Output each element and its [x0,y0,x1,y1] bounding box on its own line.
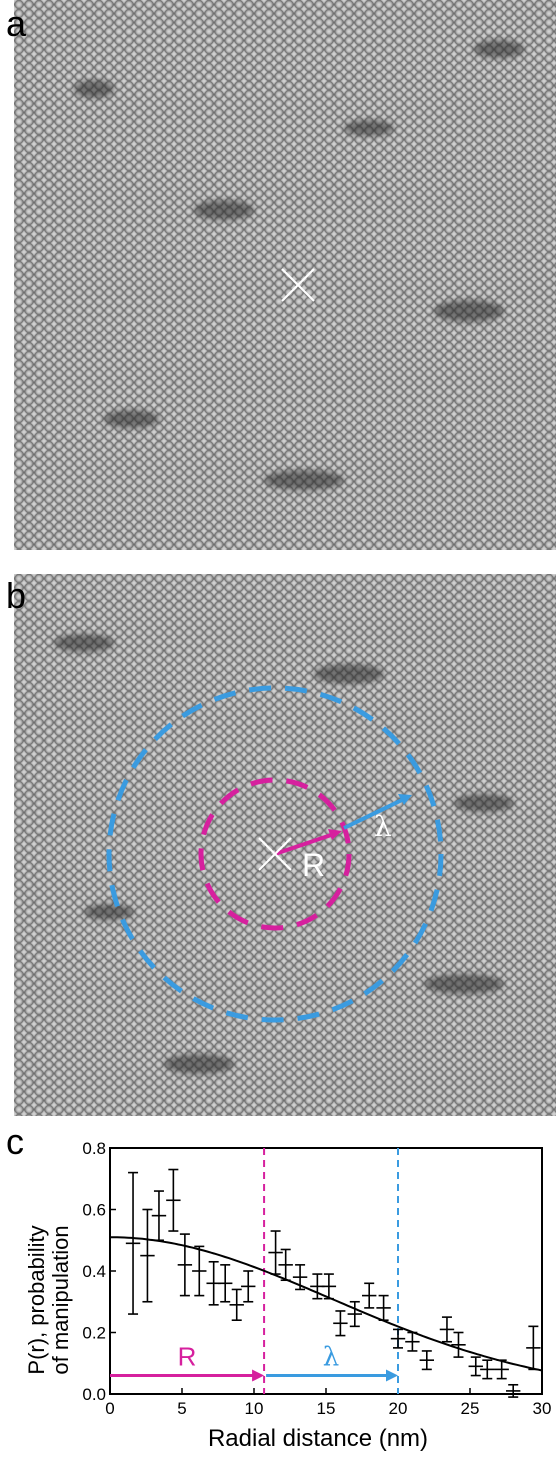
y-tick-label: 0.2 [82,1324,106,1343]
x-tick-label: 10 [245,1399,264,1418]
x-tick-label: 0 [105,1399,114,1418]
dark-patch [454,794,514,812]
chart-R-arrowhead-icon [252,1369,265,1382]
dark-patch [474,40,524,58]
dark-patch [164,1054,234,1074]
x-tick-label: 25 [461,1399,480,1418]
dark-patch [74,80,114,98]
panel-b-R-label: R [302,847,325,883]
panel-b-letter: b [6,575,27,616]
y-tick-label: 0.8 [82,1139,106,1158]
panel-c-letter: c [6,1121,24,1162]
x-tick-label: 15 [317,1399,336,1418]
center-cross-icon [258,837,292,871]
x-tick-label: 5 [177,1399,186,1418]
panel-a-stm-image [14,0,556,550]
dark-patch [104,410,159,428]
panel-a-overlay [281,268,315,302]
chart-lambda-label: λ [323,1343,339,1373]
x-axis-label: Radial distance (nm) [208,1425,428,1452]
panel-b-overlay: R λ [106,685,444,1023]
lambda-arrowhead-icon [398,794,412,805]
R-arrowhead-icon [328,829,342,840]
radius-lambda-circle [106,685,444,1023]
dark-patch [314,664,384,684]
dark-patch [264,470,344,490]
panel-b-lambda-label: λ [374,810,392,843]
y-tick-label: 0.0 [82,1385,106,1404]
dark-patch [54,634,114,652]
y-tick-label: 0.6 [82,1201,106,1220]
y-tick-label: 0.4 [82,1262,106,1281]
dark-patch [344,120,394,136]
dark-patch [424,974,504,994]
panel-a-letter: a [6,3,27,44]
chart-lambda-arrowhead-icon [386,1369,398,1382]
lambda-arrow [343,797,405,830]
center-cross-icon [281,268,315,302]
x-tick-label: 30 [533,1399,552,1418]
dark-patch [84,904,134,920]
y-axis-label-line1: P(r), probability [24,1225,49,1374]
probability-chart: 0 5 10 15 20 25 30 0.0 0.2 0.4 0.6 0.8 R λ Radial dis… [24,1139,552,1452]
fit-curve [110,1236,543,1372]
x-tick-label: 20 [389,1399,408,1418]
dark-patch [434,300,504,322]
y-axis-label-line2: of manipulation [48,1225,73,1374]
dark-patch [194,200,254,220]
radius-R-circle [198,777,352,931]
panel-b-stm-image: R λ [14,574,556,1116]
chart-R-label: R [178,1342,197,1372]
R-arrow [274,832,335,856]
